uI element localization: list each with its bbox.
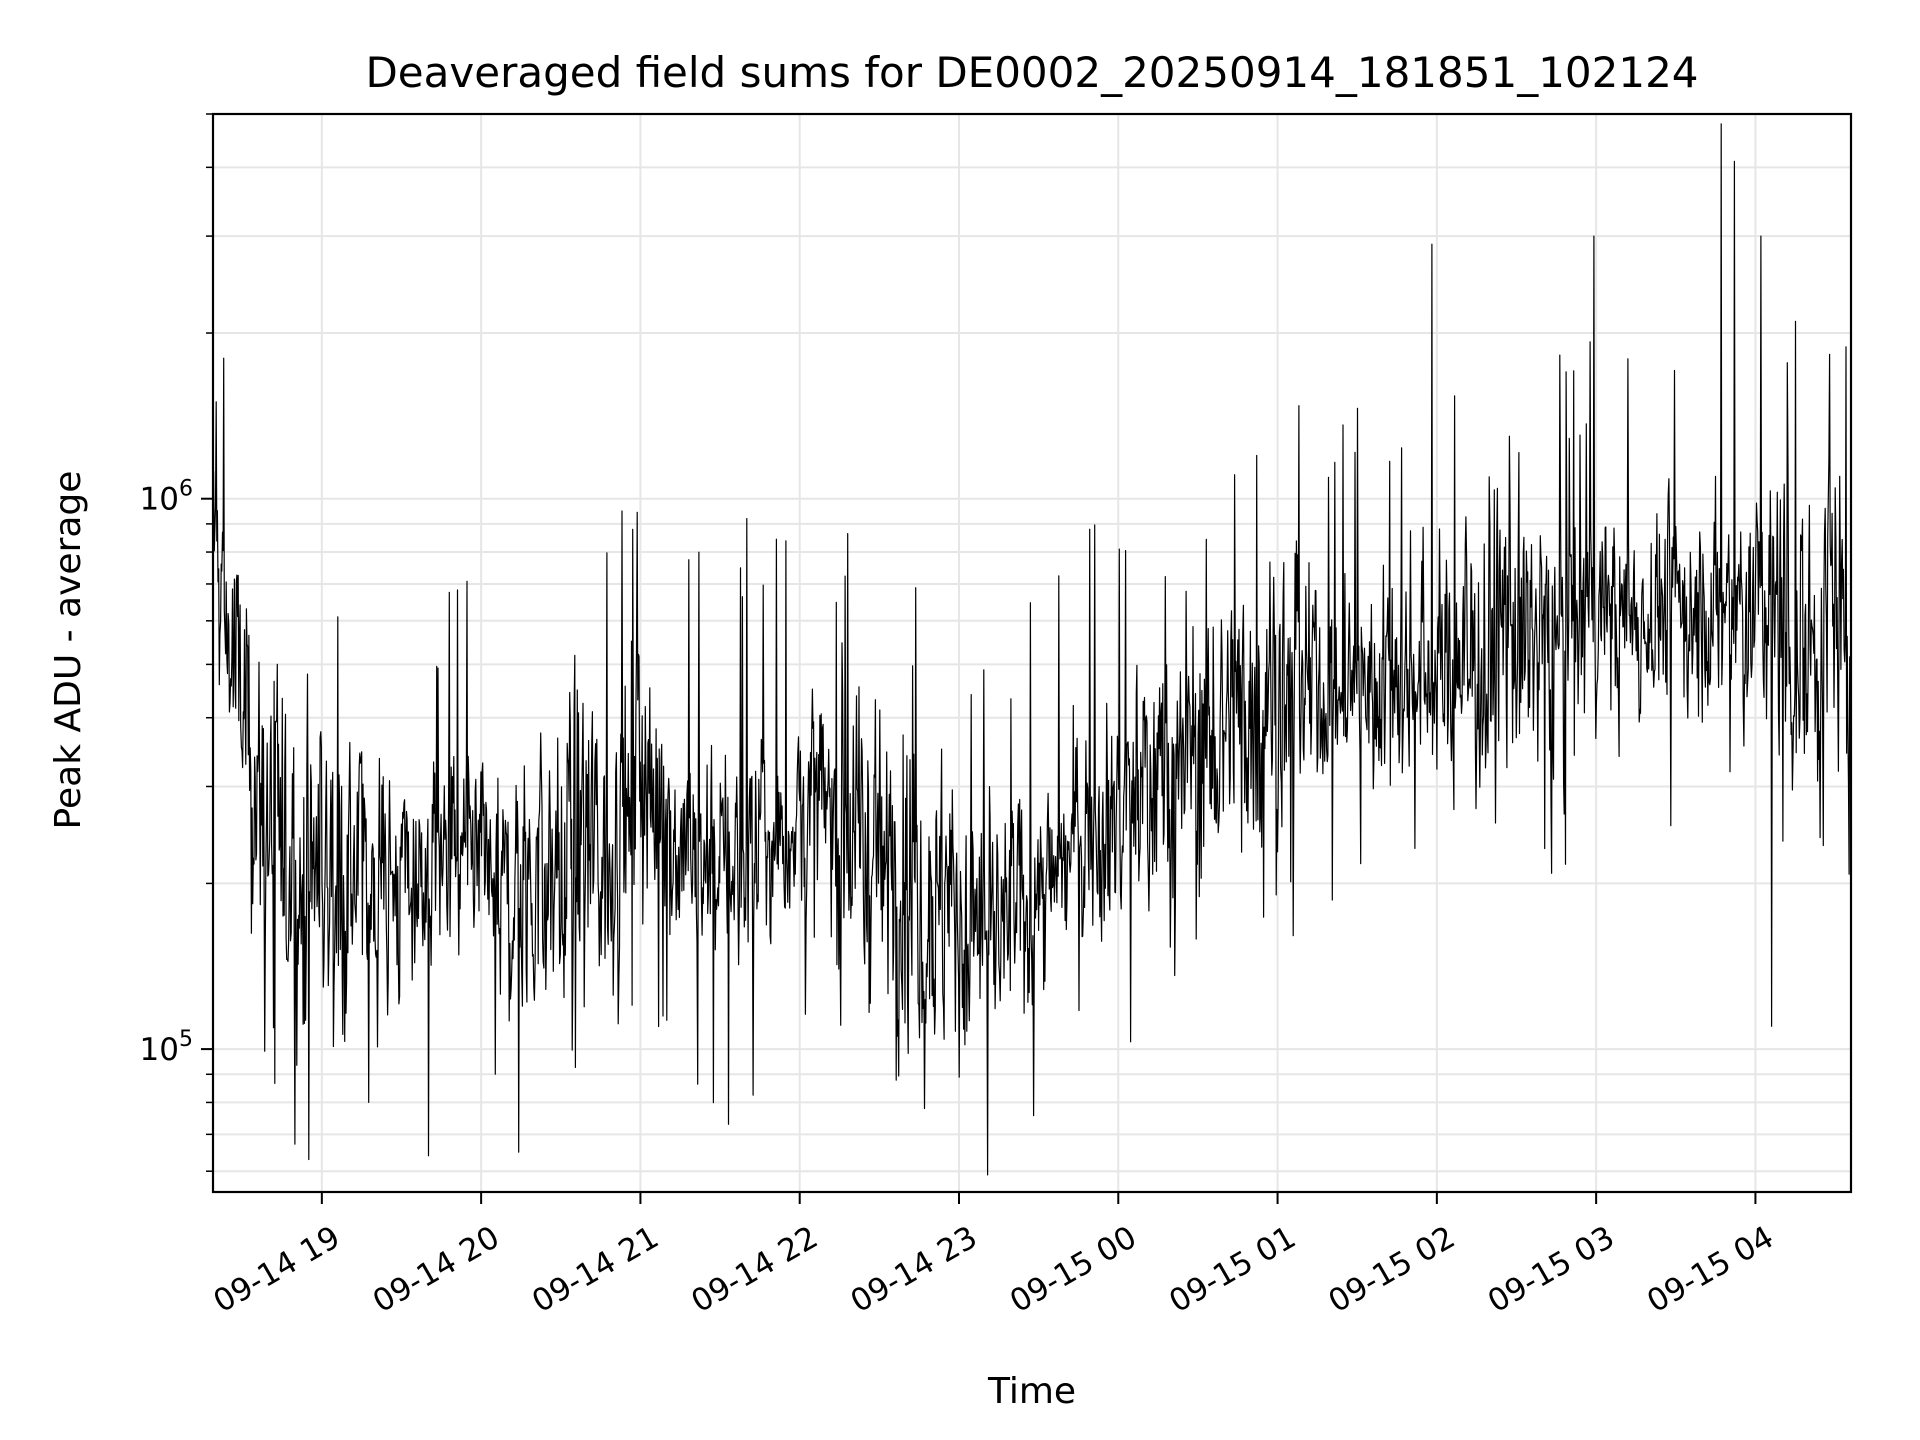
axes-frame: [211, 112, 1853, 1194]
chart-title: Deaveraged field sums for DE0002_2025091…: [365, 48, 1698, 97]
y-axis-label: Peak ADU - average: [48, 471, 89, 830]
plot-area: [213, 123, 1851, 1176]
y-tick-label: 106: [140, 477, 193, 518]
series-line: [213, 123, 1851, 1176]
x-axis-label: Time: [987, 1371, 1076, 1412]
y-axis: 105 106: [140, 113, 213, 1172]
y-tick-label: 105: [140, 1027, 193, 1068]
